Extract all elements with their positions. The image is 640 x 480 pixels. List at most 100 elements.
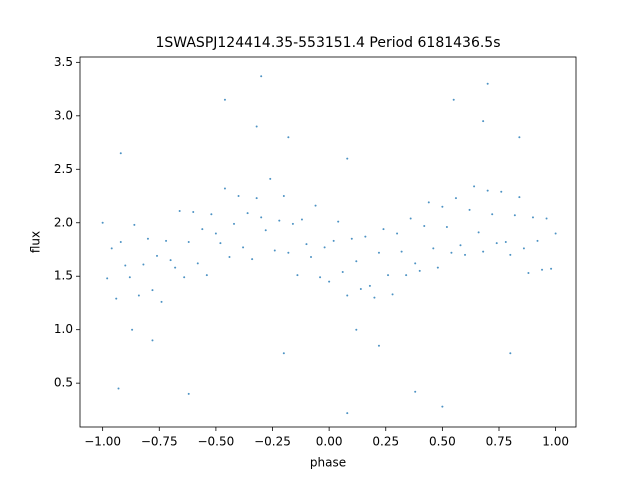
data-point bbox=[287, 136, 290, 139]
data-point bbox=[373, 296, 376, 299]
data-point bbox=[414, 390, 417, 393]
data-point bbox=[500, 190, 503, 193]
data-point bbox=[174, 266, 177, 269]
data-point bbox=[323, 246, 326, 249]
data-point bbox=[117, 387, 120, 390]
data-point bbox=[436, 266, 439, 269]
plot-area bbox=[101, 75, 557, 415]
y-axis-label: flux bbox=[29, 231, 43, 253]
data-point bbox=[346, 294, 349, 297]
data-point bbox=[287, 251, 290, 254]
data-point bbox=[432, 247, 435, 250]
data-point bbox=[246, 212, 249, 215]
y-tick-label: 0.5 bbox=[54, 376, 73, 390]
data-point bbox=[300, 218, 303, 221]
data-point bbox=[482, 250, 485, 253]
y-tick-label: 2.5 bbox=[54, 162, 73, 176]
data-point bbox=[106, 277, 109, 280]
y-tick-label: 3.5 bbox=[54, 55, 73, 69]
axes-frame bbox=[79, 56, 577, 428]
data-point bbox=[387, 274, 390, 277]
data-point bbox=[242, 246, 245, 249]
data-point bbox=[518, 196, 521, 199]
y-tick-label: 1.5 bbox=[54, 269, 73, 283]
data-point bbox=[205, 274, 208, 277]
data-point bbox=[423, 224, 426, 227]
data-point bbox=[332, 239, 335, 242]
data-point bbox=[101, 221, 104, 224]
data-point bbox=[400, 250, 403, 253]
data-point bbox=[214, 232, 217, 235]
data-point bbox=[405, 274, 408, 277]
data-point bbox=[531, 216, 534, 219]
data-point bbox=[255, 125, 258, 128]
data-point bbox=[233, 222, 236, 225]
data-point bbox=[251, 258, 254, 261]
data-point bbox=[260, 216, 263, 219]
data-point bbox=[278, 219, 281, 222]
x-tick-label: 0.50 bbox=[429, 435, 456, 449]
x-axis-label: phase bbox=[310, 456, 346, 470]
data-point bbox=[228, 255, 231, 258]
data-point bbox=[210, 213, 213, 216]
data-point bbox=[355, 328, 358, 331]
data-point bbox=[282, 195, 285, 198]
data-point bbox=[509, 253, 512, 256]
data-point bbox=[473, 185, 476, 188]
data-point bbox=[454, 197, 457, 200]
data-point bbox=[441, 205, 444, 208]
data-point bbox=[450, 251, 453, 254]
data-point bbox=[291, 222, 294, 225]
data-point bbox=[359, 288, 362, 291]
data-point bbox=[115, 297, 118, 300]
data-point bbox=[414, 262, 417, 265]
data-point bbox=[550, 267, 553, 270]
data-point bbox=[237, 195, 240, 198]
data-point bbox=[169, 259, 172, 262]
data-point bbox=[156, 254, 159, 257]
data-point bbox=[187, 241, 190, 243]
x-tick-label: −0.75 bbox=[141, 435, 178, 449]
data-point bbox=[545, 217, 548, 220]
data-point bbox=[219, 242, 222, 245]
data-point bbox=[187, 392, 190, 395]
data-point bbox=[310, 255, 313, 258]
chart-title: 1SWASPJ124414.35-553151.4 Period 6181436… bbox=[155, 35, 500, 51]
data-point bbox=[382, 228, 385, 231]
data-point bbox=[468, 208, 471, 211]
data-point bbox=[522, 247, 525, 250]
data-point bbox=[223, 187, 226, 190]
data-point bbox=[486, 82, 489, 85]
data-point bbox=[133, 223, 136, 226]
data-point bbox=[319, 276, 322, 279]
data-point bbox=[452, 98, 455, 101]
data-point bbox=[445, 226, 448, 229]
data-point bbox=[513, 214, 516, 217]
x-tick-label: 0.75 bbox=[486, 435, 513, 449]
data-point bbox=[110, 247, 113, 250]
x-tick-label: 1.00 bbox=[542, 435, 569, 449]
data-point bbox=[146, 237, 149, 240]
data-point bbox=[337, 220, 340, 223]
data-point bbox=[377, 251, 380, 254]
data-point bbox=[396, 232, 399, 235]
data-point bbox=[142, 263, 145, 266]
x-tick-label: 0.00 bbox=[316, 435, 343, 449]
data-point bbox=[282, 352, 285, 355]
y-tick-label: 2.0 bbox=[54, 215, 73, 229]
data-point bbox=[314, 204, 317, 207]
data-point bbox=[509, 352, 512, 355]
data-point bbox=[264, 229, 267, 232]
data-point bbox=[477, 231, 480, 234]
data-point bbox=[260, 75, 263, 78]
data-point bbox=[346, 412, 349, 415]
x-tick-label: −0.25 bbox=[254, 435, 291, 449]
data-point bbox=[296, 274, 299, 277]
data-point bbox=[119, 241, 122, 243]
data-point bbox=[151, 289, 154, 292]
data-point bbox=[518, 136, 521, 139]
data-point bbox=[341, 270, 344, 273]
data-point bbox=[391, 293, 394, 296]
x-tick-label: −1.00 bbox=[84, 435, 121, 449]
